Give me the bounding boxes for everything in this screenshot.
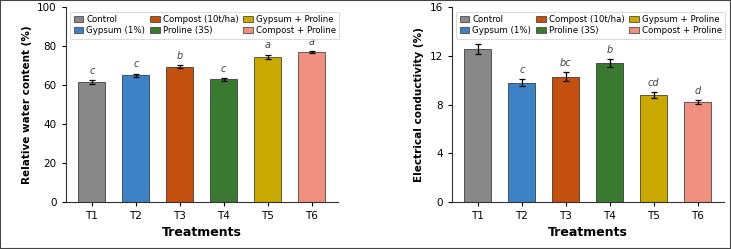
Bar <box>298 52 325 202</box>
Bar <box>122 75 149 202</box>
Text: bc: bc <box>560 58 572 68</box>
Bar <box>254 57 281 202</box>
Bar <box>596 63 624 202</box>
Text: a: a <box>265 40 270 50</box>
Text: a: a <box>308 37 314 47</box>
X-axis label: Treatments: Treatments <box>162 226 242 239</box>
Bar <box>684 102 711 202</box>
Bar <box>78 82 105 202</box>
Legend: Control, Gypsum (1%), Compost (10t/ha), Proline (3S), Gypsum + Proline, Compost : Control, Gypsum (1%), Compost (10t/ha), … <box>70 12 339 39</box>
Text: b: b <box>607 45 613 55</box>
Text: cd: cd <box>648 78 659 88</box>
Text: a: a <box>475 30 481 40</box>
Bar <box>552 77 580 202</box>
Bar <box>210 79 238 202</box>
Bar <box>166 67 194 202</box>
Y-axis label: Relative water content (%): Relative water content (%) <box>22 25 31 184</box>
Y-axis label: Electrical conductivity (%): Electrical conductivity (%) <box>414 27 424 182</box>
Text: b: b <box>177 51 183 61</box>
X-axis label: Treatments: Treatments <box>548 226 628 239</box>
Legend: Control, Gypsum (1%), Compost (10t/ha), Proline (3S), Gypsum + Proline, Compost : Control, Gypsum (1%), Compost (10t/ha), … <box>456 12 725 39</box>
Bar <box>464 49 491 202</box>
Bar <box>508 83 535 202</box>
Text: c: c <box>89 66 94 76</box>
Text: c: c <box>221 63 227 73</box>
Bar <box>640 95 667 202</box>
Text: c: c <box>519 65 524 75</box>
Text: c: c <box>133 59 138 69</box>
Text: d: d <box>694 86 701 96</box>
